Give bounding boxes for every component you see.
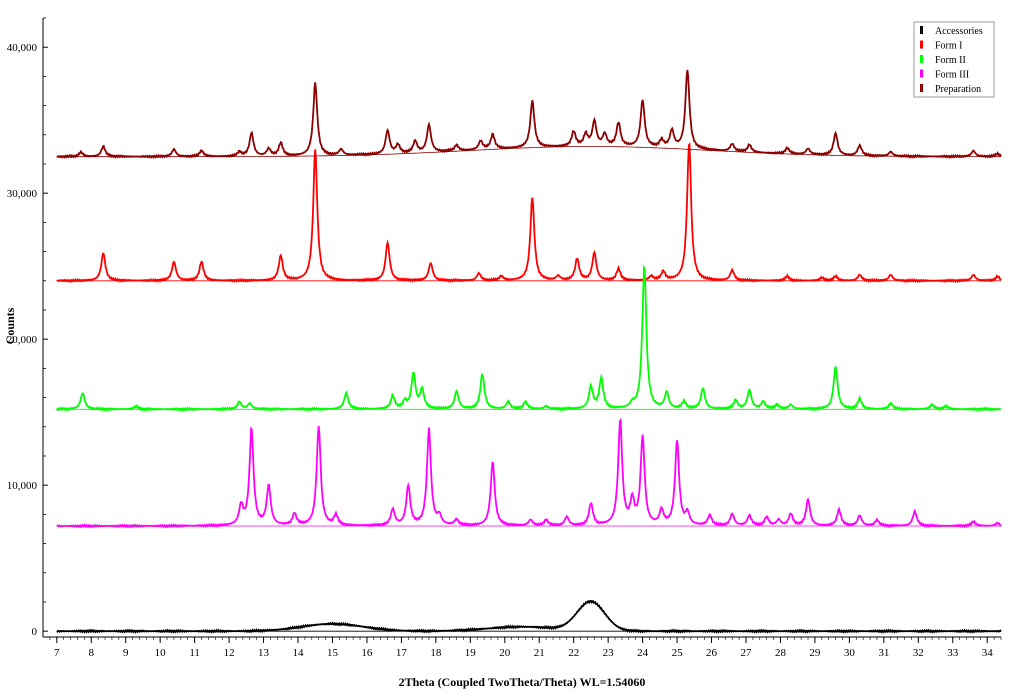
x-tick-label: 24 [637, 647, 649, 659]
legend-label: Form I [935, 41, 963, 52]
x-tick-label: 8 [88, 647, 94, 659]
x-tick-label: 9 [123, 647, 129, 659]
x-tick-label: 21 [534, 647, 545, 659]
y-tick-label: 0 [32, 626, 38, 638]
y-ticks: 0 10,000 20,000 30,000 40,000 [7, 17, 48, 638]
x-tick-label: 31 [878, 647, 889, 659]
legend-swatch [920, 26, 923, 34]
x-tick-label: 12 [224, 647, 235, 659]
x-tick-label: 22 [568, 647, 579, 659]
x-tick-label: 18 [430, 647, 442, 659]
series-preparation [56, 69, 1002, 160]
x-tick-label: 32 [913, 647, 924, 659]
x-tick-label: 29 [809, 647, 821, 659]
legend-label: Form III [935, 70, 969, 81]
pattern-form-i [56, 142, 1002, 284]
legend-swatch [920, 55, 923, 63]
x-tick-label: 30 [844, 647, 856, 659]
x-tick-label: 13 [258, 647, 270, 659]
x-tick-label: 7 [54, 647, 60, 659]
legend: Accessories Form I Form II Form III Preparat… [913, 21, 995, 98]
x-tick-label: 34 [982, 647, 994, 659]
x-tick-label: 23 [603, 647, 615, 659]
x-tick-label: 14 [293, 647, 305, 659]
axes [42, 18, 1001, 638]
x-tick-label: 25 [672, 647, 684, 659]
legend-swatch [920, 84, 923, 92]
x-tick-label: 27 [740, 647, 752, 659]
y-tick-label: 30,000 [7, 188, 38, 200]
pattern-preparation [56, 69, 1002, 160]
x-tick-label: 17 [396, 647, 408, 659]
x-tick-label: 11 [189, 647, 200, 659]
x-tick-label: 33 [947, 647, 959, 659]
x-tick-label: 15 [327, 647, 339, 659]
y-tick-label: 10,000 [7, 480, 38, 492]
x-ticks: 7 8 9 10 11 12 13 14 15 16 17 18 19 20 21 22 23 24 25 26 27 2… [49, 637, 1002, 659]
series-layer [55, 69, 1002, 634]
series-form-i [56, 142, 1002, 284]
x-tick-label: 10 [155, 647, 167, 659]
legend-label: Accessories [935, 26, 983, 37]
series-form-iii [56, 417, 1002, 529]
legend-label: Form II [935, 55, 966, 66]
x-tick-label: 28 [775, 647, 787, 659]
x-tick-label: 16 [361, 647, 373, 659]
legend-label: Preparation [935, 84, 981, 95]
legend-swatch [920, 69, 923, 78]
y-tick-label: 20,000 [7, 334, 38, 346]
pattern-form-ii [55, 264, 1002, 412]
legend-swatch [920, 40, 923, 49]
series-accessories [56, 600, 1002, 634]
series-form-ii [55, 264, 1002, 412]
x-axis-title: 2Theta (Coupled TwoTheta/Theta) WL=1.540… [399, 675, 646, 689]
pattern-form-iii [56, 417, 1002, 529]
legend-box [913, 21, 995, 98]
x-tick-label: 19 [465, 647, 477, 659]
pattern-accessories [56, 600, 1002, 634]
x-tick-label: 20 [499, 647, 511, 659]
y-axis-title: Counts [3, 307, 17, 344]
x-tick-label: 26 [706, 647, 718, 659]
y-tick-label: 40,000 [7, 42, 38, 54]
